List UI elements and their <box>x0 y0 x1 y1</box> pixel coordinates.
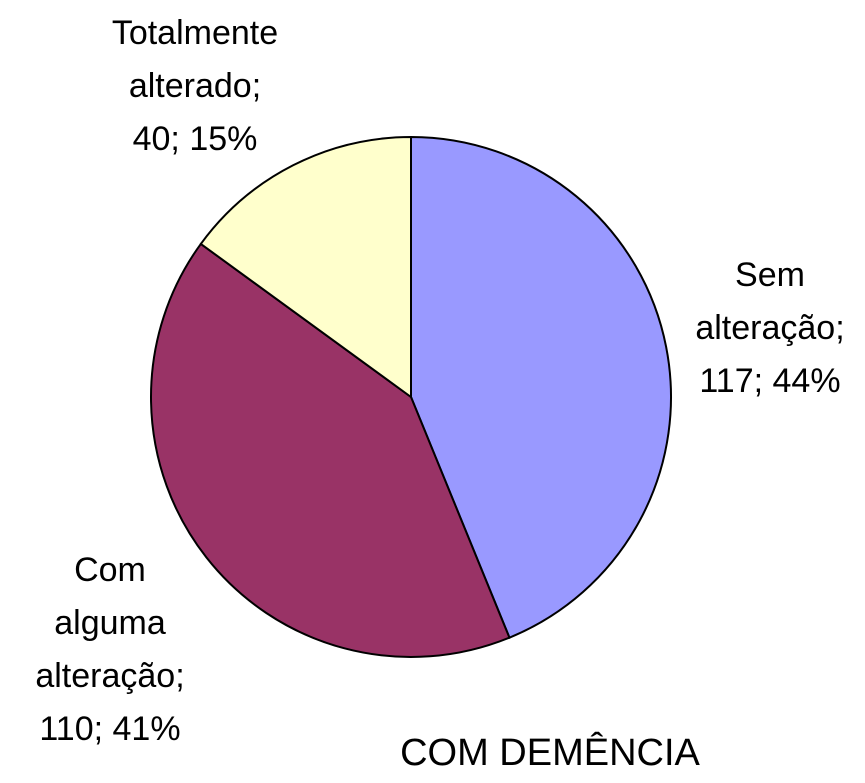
slice-label: alteração; <box>35 657 184 695</box>
pie-slice <box>410 135 672 639</box>
slice-label: Com <box>74 551 146 589</box>
slice-label: Sem <box>735 256 805 294</box>
slice-label: alterado; <box>129 67 261 105</box>
slice-label: alguma <box>54 604 166 642</box>
slice-label: 110; 41% <box>39 710 180 748</box>
chart-title: COM DEMÊNCIA <box>400 731 700 774</box>
pie-slice <box>150 242 511 658</box>
slice-label: 40; 15% <box>133 120 258 158</box>
slice-label: 117; 44% <box>699 362 840 400</box>
slice-label: alteração; <box>695 309 844 347</box>
pie-slice <box>199 135 412 399</box>
slice-label: Totalmente <box>112 14 278 52</box>
